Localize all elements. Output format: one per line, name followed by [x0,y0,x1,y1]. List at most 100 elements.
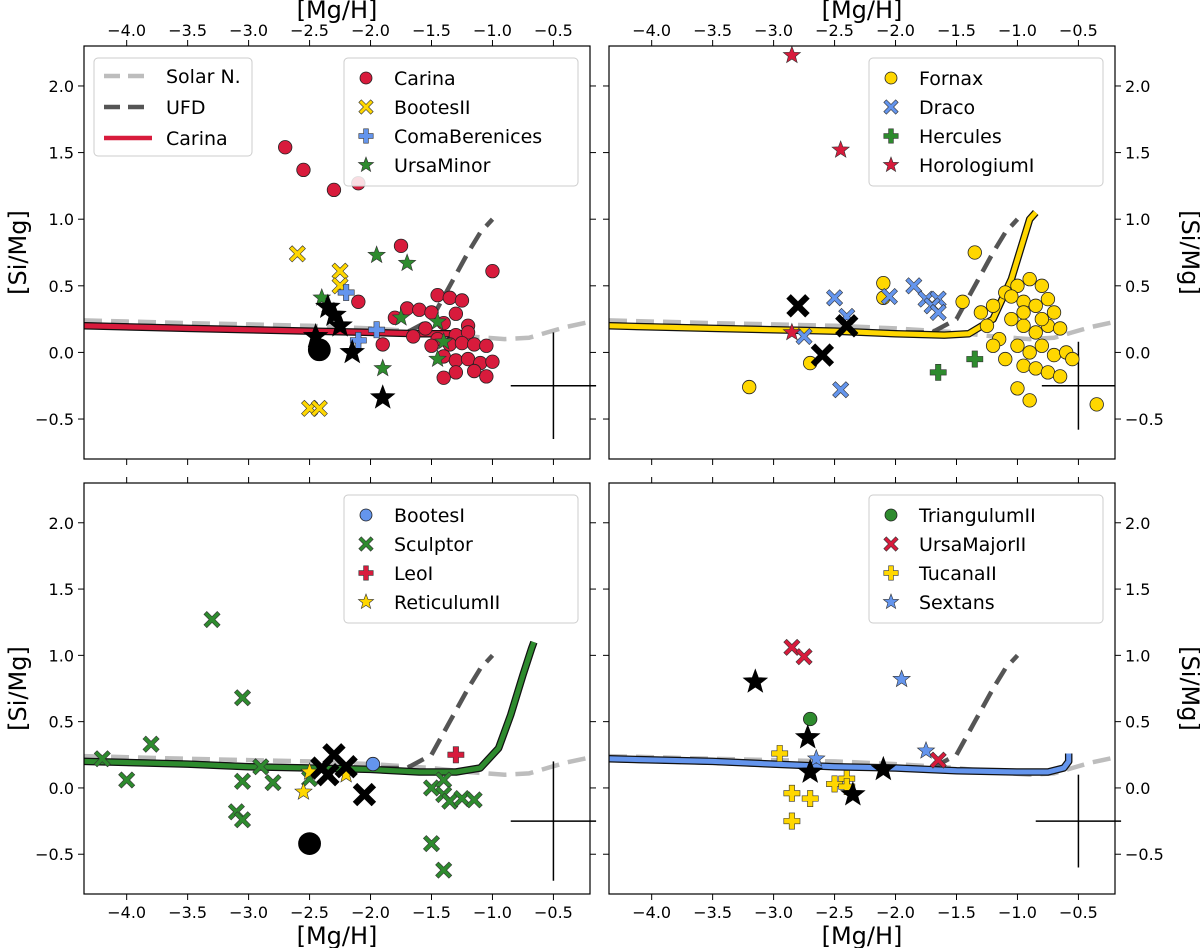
point-sculptor [264,774,282,792]
legend-marker-star [882,156,900,173]
x-tick-label-top: −1.5 [937,21,976,40]
point-fornax [1004,289,1019,304]
y-tick-label-left: 1.5 [49,580,74,599]
point-black-star [870,755,897,781]
point-fornax [1022,393,1037,408]
point-carina [448,306,464,321]
legend-marker-plus [358,565,374,581]
point-carina [393,238,409,253]
legend-marker-x [883,99,899,115]
y-axis-label-left: [Si/Mg] [4,646,32,731]
point-sextans [916,740,936,759]
legend-marker-plus [883,565,899,581]
point-carina [296,162,311,178]
y-tick-label-right: 2.0 [1125,77,1150,96]
data-points [93,611,483,879]
point-ursaminor [428,349,447,368]
point-fornax [1046,347,1062,363]
point-fornax [1034,338,1049,353]
point-reticulumii [294,782,313,800]
y-axis-label-right: [Si/Mg] [1176,646,1200,731]
point-leoi [447,746,465,764]
legend: Carina BootesII ComaBerenices UrsaMinor [343,57,579,187]
model-line-outline [609,209,1039,339]
point-tucanaii [771,745,789,762]
legend-marker-x [883,536,899,552]
point-sculptor [233,689,252,707]
legend-label: Hercules [919,126,1002,148]
legend-marker-star [357,156,375,173]
model-legend-label: Carina [166,128,228,150]
y-tick-label-right: 0.5 [1125,277,1150,296]
point-fornax [1022,271,1037,287]
y-tick-label-left: −0.5 [35,410,74,429]
point-fornax [1010,278,1025,293]
point-tucanaii [783,784,801,802]
point-black-star [339,338,366,364]
point-draco [880,287,898,305]
legend-label: Draco [919,97,975,119]
point-sculptor [93,750,111,768]
x-tick-label-bottom: −2.5 [290,903,329,922]
y-tick-label-right: 1.0 [1125,646,1150,665]
legend-marker-star [357,593,375,610]
point-fornax [1040,291,1056,307]
point-fornax [1010,338,1025,353]
y-tick-label-left: 2.0 [49,514,74,533]
point-ursaminor [391,307,411,326]
point-fornax [985,338,1001,353]
point-carina [418,321,433,336]
model-lines [609,653,1115,777]
point-carina [485,354,500,369]
x-tick-label-top: −4.0 [632,21,671,40]
x-axis-label-bottom: [Mg/H] [297,922,378,948]
point-black-x [334,755,358,779]
point-black-x [810,343,835,367]
x-tick-label-top: −1.5 [412,21,451,40]
legend-box [868,57,1104,187]
axes-frame [83,482,591,895]
point-carina [442,290,457,305]
model-line-sculptor [84,641,537,775]
model-line-outline [84,640,538,776]
y-tick-label-left: 0.0 [49,343,74,362]
point-black-star [797,758,823,783]
model-line-ufd [609,653,1020,771]
x-tick-label-bottom: −1.0 [998,903,1037,922]
point-black-circle [298,832,321,856]
point-tucanaii [783,812,801,830]
point-carina [460,325,476,340]
point-black-star [742,668,769,693]
point-horologiumi [831,140,851,158]
y-axis-label-right: [Si/Mg] [1176,210,1200,295]
x-tick-label-top: −4.0 [107,21,146,40]
x-tick-label-top: −0.5 [534,21,573,40]
point-fornax [876,275,891,291]
data-points [742,46,1104,412]
point-carina [406,329,421,344]
point-carina [479,338,494,353]
point-ursamajorii [795,648,813,666]
y-tick-label-right: 0.0 [1125,343,1150,362]
point-black-x [786,294,810,318]
panel-top-left: −4.0 −3.5 −3.0 −2.5 −2.0 −1.5 −1.0 −0.5 −0.5 0.0 0… [4,0,597,465]
x-axis-label-top: [Mg/H] [822,0,903,24]
legend-label: BootesI [394,505,465,527]
point-fornax [1034,278,1049,293]
x-axis-label-bottom: [Mg/H] [822,922,903,948]
point-sextans [806,748,826,767]
point-sculptor [203,611,221,629]
point-sculptor [142,735,160,753]
point-bootesii [288,245,306,263]
y-tick-label-right: 0.5 [1125,713,1150,732]
y-tick-label-right: 1.5 [1125,580,1150,599]
point-fornax [1016,305,1031,320]
point-bootesii [331,262,349,280]
x-tick-label-bottom: −3.0 [754,903,793,922]
point-carina [412,302,427,317]
point-comaberenices [368,321,386,339]
x-tick-label-top: −3.5 [168,21,207,40]
model-line-fornax [609,210,1038,338]
data-points [278,140,500,417]
x-tick-label-top: −1.0 [473,21,512,40]
